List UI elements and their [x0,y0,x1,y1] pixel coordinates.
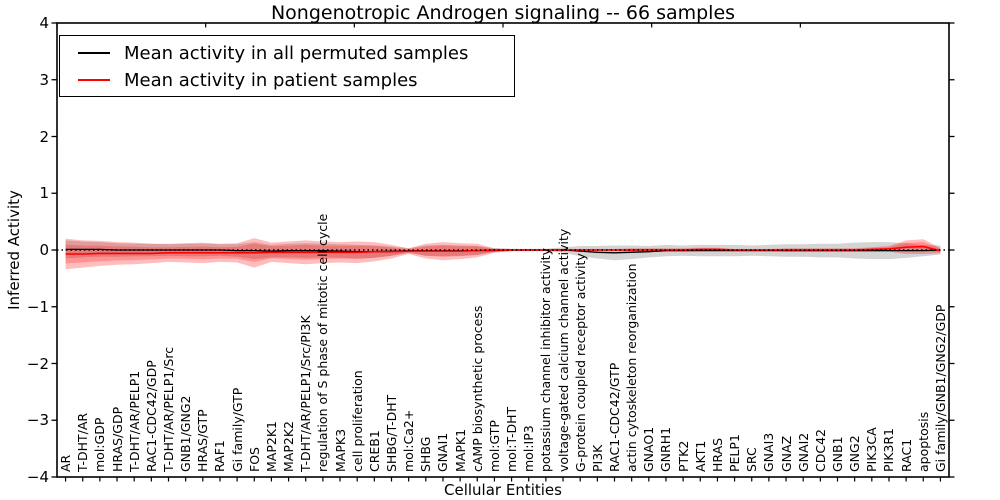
y-tick-label: 2 [39,127,49,146]
x-category-label: voltage-gated calcium channel activity [555,228,571,472]
x-category-label: T-DHT/AR/PELP1/Src/PI3K [298,315,314,472]
x-category-label: MAP2K1 [263,421,279,472]
x-category-label: MAPK1 [452,428,468,472]
x-category-label: G-protein coupled receptor activity [572,253,588,472]
x-category-label: GNAI2 [795,432,811,472]
x-category-label: FOS [246,447,262,472]
x-category-label: SRC [744,447,760,472]
x-category-label: mol:GTP [486,420,502,472]
x-category-label: SHBG/T-DHT [384,394,399,472]
x-category-label: MAPK3 [332,428,348,472]
x-category-label: CREB1 [366,430,382,472]
x-category-label: mol:T-DHT [504,406,520,472]
x-category-label: GNB1/GNG2 [178,395,194,472]
x-category-label: PIK3R1 [881,427,897,472]
legend-label: Mean activity in patient samples [124,69,418,91]
x-category-label: potassium channel inhibitor activity [538,247,554,472]
x-category-label: GNAI1 [435,432,451,472]
x-category-label: T-DHT/AR/PELP1 [126,370,142,472]
x-category-label: mol:IP3 [521,425,537,472]
patient-std-band [65,238,941,270]
x-category-label: cell proliferation [349,370,365,472]
x-category-label: mol:Ca2+ [401,409,417,472]
x-category-label: HRAS/GTP [195,409,211,472]
legend: Mean activity in all permuted samples Me… [59,35,515,97]
legend-entry-patient: Mean activity in patient samples [60,67,418,93]
y-tick-label: 4 [39,14,49,32]
x-category-label: GNAO1 [641,426,657,472]
x-category-label: GNB1 [830,436,845,472]
x-category-label: AKT1 [692,440,708,472]
x-category-label: actin cytoskeleton reorganization [624,263,640,472]
chart-title: Nongenotropic Androgen signaling -- 66 s… [270,2,736,24]
y-tick-label: 1 [39,184,49,203]
x-category-label: MAP2K2 [281,421,297,472]
x-category-label: AR [58,454,74,472]
x-category-label: PTK2 [675,440,691,472]
x-category-label: GNRH1 [658,426,674,472]
x-category-label: PIK3CA [864,427,880,472]
x-category-label: T-DHT/AR [75,412,91,472]
y-tick-label: 3 [39,70,49,89]
legend-label: Mean activity in all permuted samples [124,42,469,64]
x-category-label: RAC1-CDC42/GDP [143,360,159,472]
x-category-label: GNG2 [847,435,863,472]
x-category-label: GNAZ [778,435,794,472]
x-category-label: Gi family/GTP [229,387,245,472]
x-category-label: RAF1 [212,440,228,472]
x-category-label: RAC1-CDC42/GTP [607,362,622,472]
x-category-label: Gi family/GNB1/GNG2/GDP [932,304,948,472]
x-axis-label: Cellular Entities [444,481,562,499]
x-category-label: apoptosis [915,411,931,472]
x-category-label: cAMP biosynthetic process [469,305,485,472]
x-category-label: regulation of S phase of mitotic cell cy… [315,213,331,472]
x-category-label: PELP1 [727,434,743,472]
legend-line-swatch-black [78,52,110,54]
x-category-label: PI3K [589,444,605,472]
x-category-label: HRAS [709,437,725,472]
x-category-label: GNAI3 [761,432,777,472]
legend-line-swatch-red [78,79,110,81]
x-category-label: CDC42 [812,429,828,472]
x-category-label: RAC1 [898,438,914,472]
y-tick-label: −4 [26,468,49,486]
y-tick-label: −3 [26,411,49,430]
y-tick-label: 0 [39,241,49,259]
legend-entry-permuted: Mean activity in all permuted samples [60,40,468,66]
x-category-label: mol:GDP [92,417,108,472]
x-category-label: SHBG [418,436,434,472]
x-category-label: HRAS/GDP [109,406,125,472]
y-tick-label: −2 [26,354,49,373]
patient-std-band-inner [65,242,941,264]
y-tick-label: −1 [26,297,49,316]
x-category-label: T-DHT/AR/PELP1/Src [161,346,176,472]
